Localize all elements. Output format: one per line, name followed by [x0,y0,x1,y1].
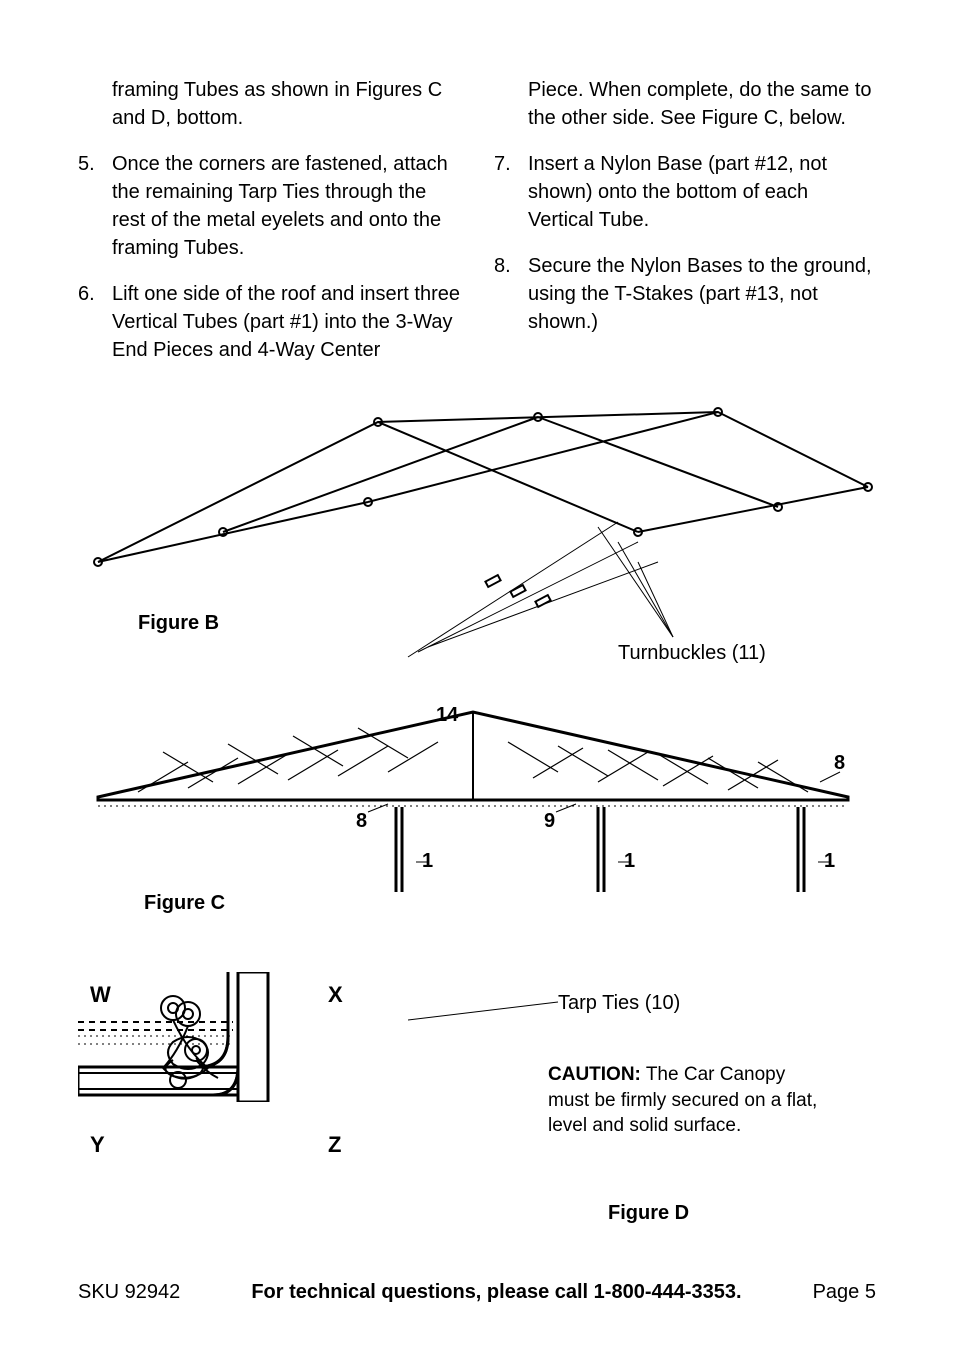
part-number: 1 [422,850,433,873]
part-number: 9 [544,810,555,833]
list-number: 8. [494,252,528,336]
list-text: Insert a Nylon Base (part #12, not shown… [528,150,876,234]
caution-box: CAUTION: The Car Canopy must be firmly s… [548,1062,828,1139]
part-number: 8 [356,810,367,833]
part-number: 8 [834,752,845,775]
part-number: 1 [824,850,835,873]
detail-label: Y [90,1132,105,1158]
figure-d-label: Figure D [608,1202,689,1225]
figure-d-detail-z [78,972,278,1102]
list-number: 5. [78,150,112,262]
part-number: 1 [624,850,635,873]
figures-area: Figure B Turnbuckles (11) [78,392,876,1282]
list-text: Lift one side of the roof and insert thr… [112,280,460,364]
figure-c: 14 8 9 8 1 1 1 Figure C [78,692,878,932]
list-item: 8. Secure the Nylon Bases to the ground,… [494,252,876,336]
list-item: 5. Once the corners are fastened, attach… [78,150,460,262]
list-item: 6. Lift one side of the roof and insert … [78,280,460,364]
caution-label: CAUTION: [548,1064,641,1085]
figure-b-label: Figure B [138,612,219,635]
continued-text-right: Piece. When complete, do the same to the… [528,76,876,132]
list-number: 7. [494,150,528,234]
figure-b-diagram [78,392,878,682]
page-number: Page 5 [813,1281,876,1304]
list-text: Once the corners are fastened, attach th… [112,150,460,262]
page-footer: SKU 92942 For technical questions, pleas… [78,1281,876,1304]
leader-line [408,992,568,1032]
figure-d: W X [78,972,878,1272]
sku-label: SKU 92942 [78,1281,180,1304]
list-item: 7. Insert a Nylon Base (part #12, not sh… [494,150,876,234]
detail-label: Z [328,1132,341,1158]
figure-d-callout: Tarp Ties (10) [558,992,680,1015]
figure-c-label: Figure C [144,892,225,915]
list-number: 6. [78,280,112,364]
right-column: Piece. When complete, do the same to the… [494,76,876,382]
figure-b-callout: Turnbuckles (11) [618,642,766,665]
part-number: 14 [436,704,458,727]
left-column: framing Tubes as shown in Figures C and … [78,76,460,382]
instruction-columns: framing Tubes as shown in Figures C and … [78,76,876,382]
continued-text-left: framing Tubes as shown in Figures C and … [112,76,460,132]
figure-b: Figure B Turnbuckles (11) [78,392,878,682]
detail-label: X [328,982,343,1008]
support-phone: For technical questions, please call 1-8… [251,1281,741,1304]
list-text: Secure the Nylon Bases to the ground, us… [528,252,876,336]
